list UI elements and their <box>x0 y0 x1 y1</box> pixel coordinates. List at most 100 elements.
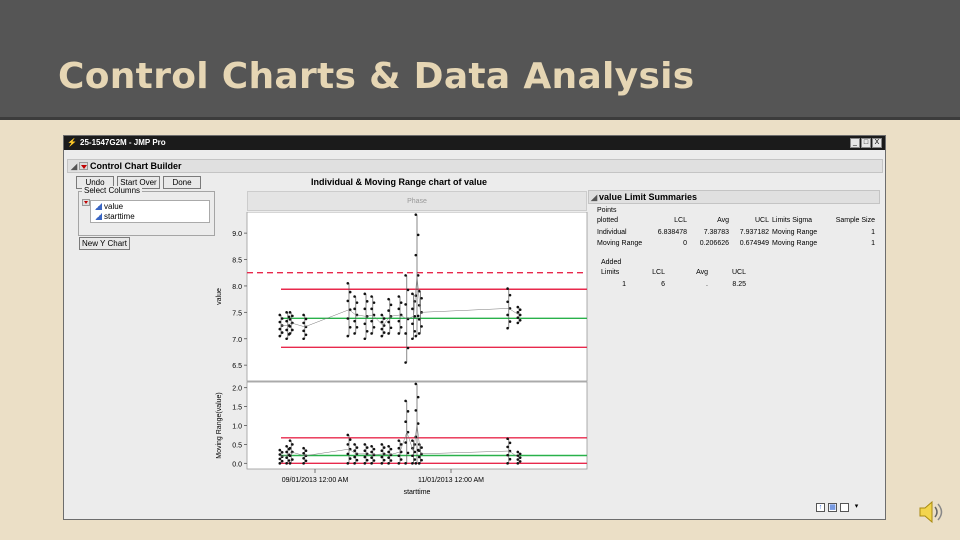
data-point <box>285 445 288 448</box>
data-point <box>387 309 390 312</box>
data-point <box>278 320 282 324</box>
data-point <box>387 297 390 301</box>
added-limits-cell: . <box>706 281 708 288</box>
data-point <box>506 326 509 330</box>
phase-drop-zone[interactable]: Phase <box>247 191 587 211</box>
collapse-triangle-icon[interactable]: ◢ <box>591 193 598 202</box>
summary-cell: 0.674949 <box>739 240 769 247</box>
data-point <box>346 299 350 303</box>
data-point <box>417 332 421 335</box>
summary-header: plotted <box>597 217 619 224</box>
data-point <box>363 322 367 326</box>
data-point <box>278 462 282 465</box>
data-point <box>280 459 284 463</box>
data-point <box>414 253 418 257</box>
column-item-value[interactable]: value <box>95 202 123 211</box>
data-point <box>516 450 520 454</box>
data-point <box>399 313 403 317</box>
speaker-icon[interactable] <box>917 498 945 526</box>
chart-title: Individual & Moving Range chart of value <box>310 177 488 187</box>
data-point <box>417 318 421 321</box>
connect-line <box>399 314 407 320</box>
data-point <box>370 295 373 298</box>
close-button[interactable]: X <box>872 138 882 148</box>
data-point <box>387 456 390 459</box>
data-point <box>291 328 294 332</box>
data-point <box>285 337 288 341</box>
column-item-starttime[interactable]: starttime <box>95 212 135 221</box>
data-point <box>387 450 390 454</box>
data-point <box>285 311 288 314</box>
data-point <box>397 295 401 298</box>
data-point <box>302 451 305 455</box>
data-point <box>363 449 367 453</box>
continuous-column-icon <box>95 213 102 220</box>
data-point <box>406 288 410 292</box>
collapse-triangle-icon[interactable]: ◢ <box>71 162 78 171</box>
connect-line <box>416 275 421 313</box>
data-point <box>416 422 420 425</box>
data-point <box>404 332 407 335</box>
data-point <box>302 337 305 341</box>
data-point <box>291 314 294 318</box>
columns-menu-icon[interactable] <box>82 199 90 206</box>
data-point <box>380 320 384 324</box>
data-point <box>420 325 423 328</box>
data-point <box>380 462 384 465</box>
data-point <box>353 319 356 323</box>
y-tick-label: 7.0 <box>232 337 242 344</box>
summary-cell: 1 <box>871 240 875 247</box>
minimize-button[interactable]: _ <box>850 138 860 148</box>
data-point <box>304 317 308 321</box>
added-limits-cell: 6 <box>661 281 665 288</box>
data-point <box>516 316 520 319</box>
data-point <box>387 320 390 324</box>
data-point <box>404 420 407 424</box>
data-point <box>508 320 512 323</box>
data-point <box>389 326 393 330</box>
connect-line <box>291 451 305 457</box>
y-tick-label: 8.0 <box>232 284 242 291</box>
data-point <box>397 454 401 458</box>
data-point <box>506 453 509 457</box>
red-triangle-menu-icon[interactable] <box>79 162 88 170</box>
data-point <box>387 462 390 465</box>
data-point <box>411 439 414 442</box>
data-point <box>414 462 418 465</box>
column-list[interactable]: value starttime <box>90 200 210 223</box>
arrow-up-icon[interactable]: ↑ <box>816 503 825 512</box>
limit-summaries-header[interactable]: ◢ value Limit Summaries <box>588 190 880 204</box>
data-point <box>404 303 407 306</box>
summary-cell: Moving Range <box>772 240 818 247</box>
connect-line <box>372 314 384 326</box>
done-button[interactable]: Done <box>163 176 201 189</box>
dropdown-icon[interactable]: ▾ <box>854 503 859 510</box>
connect-line <box>508 308 520 316</box>
data-point <box>365 458 369 462</box>
data-point <box>355 326 359 329</box>
table-icon[interactable]: ▦ <box>828 503 837 512</box>
summary-cell: 7.38783 <box>703 229 729 236</box>
summary-cell: Moving Range <box>597 240 643 247</box>
summary-header: Avg <box>717 217 729 224</box>
data-point <box>346 317 350 320</box>
data-point <box>416 233 420 237</box>
data-point <box>365 329 369 333</box>
new-y-chart-button[interactable]: New Y Chart <box>79 237 130 250</box>
control-chart-builder-header[interactable]: ◢ Control Chart Builder <box>67 159 883 173</box>
slide-title: Control Charts & Data Analysis <box>58 56 695 97</box>
data-point <box>370 332 373 335</box>
connect-line <box>420 308 509 313</box>
data-point <box>508 293 512 297</box>
data-point <box>382 331 386 334</box>
maximize-button[interactable]: □ <box>861 138 871 148</box>
data-point <box>518 313 522 317</box>
continuous-column-icon <box>95 203 102 210</box>
checkbox-icon[interactable] <box>840 503 849 512</box>
data-point <box>506 287 509 290</box>
data-point <box>413 458 417 461</box>
column-label: value <box>104 202 124 211</box>
data-point <box>348 290 352 294</box>
data-point <box>518 460 522 463</box>
data-point <box>382 458 386 462</box>
